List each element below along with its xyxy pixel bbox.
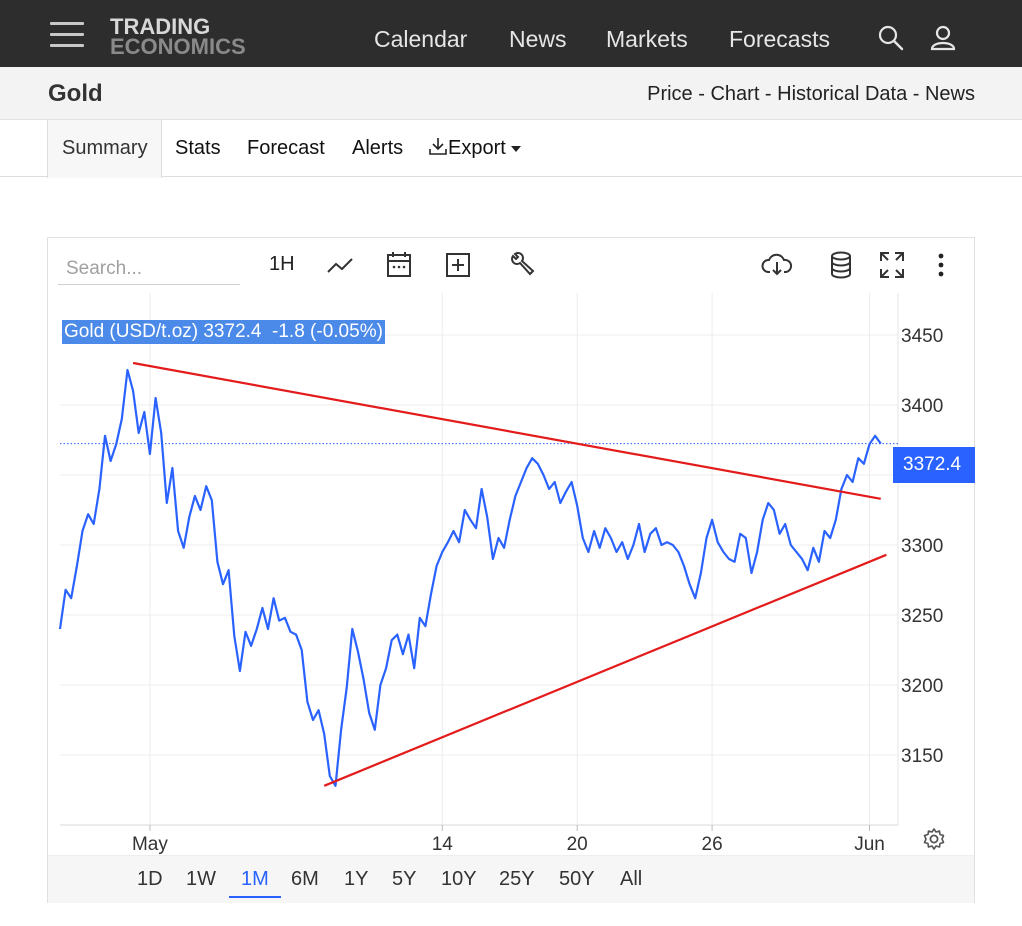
range-1y[interactable]: 1Y — [344, 868, 369, 890]
y-tick-label: 3150 — [901, 746, 943, 767]
cloud-download-icon[interactable] — [761, 250, 793, 280]
range-selector: 1D 1W 1M 6M 1Y 5Y 10Y 25Y 50Y All — [48, 855, 974, 903]
y-tick-label: 3450 — [901, 326, 943, 347]
range-1d[interactable]: 1D — [137, 868, 163, 890]
range-5y[interactable]: 5Y — [392, 868, 417, 890]
add-icon[interactable] — [445, 250, 471, 280]
top-navigation-bar: TRADING ECONOMICS Calendar News Markets … — [0, 0, 1022, 67]
lower-trend-line — [323, 553, 887, 787]
download-icon — [429, 138, 447, 155]
range-6m[interactable]: 6M — [291, 868, 319, 890]
subheader-links: Price - Chart - Historical Data - News — [647, 83, 975, 105]
chart-legend-label: Gold (USD/t.oz) 3372.4 -1.8 (-0.05%) — [62, 320, 385, 344]
tab-stats[interactable]: Stats — [175, 137, 221, 159]
price-series-line — [58, 368, 882, 787]
caret-down-icon — [510, 146, 521, 152]
tab-alerts[interactable]: Alerts — [352, 137, 404, 159]
x-tick-label: 26 — [702, 834, 723, 855]
line-chart-icon[interactable] — [326, 250, 354, 280]
more-icon[interactable] — [934, 250, 948, 280]
upper-trend-line — [132, 361, 881, 500]
y-tick-label: 3300 — [901, 536, 943, 557]
tab-summary[interactable]: Summary — [47, 120, 162, 178]
page-subheader: Gold Price - Chart - Historical Data - N… — [0, 67, 1022, 120]
range-1w[interactable]: 1W — [186, 868, 216, 890]
x-tick-label: May — [132, 834, 168, 855]
range-all[interactable]: All — [620, 868, 643, 890]
tab-export[interactable]: Export — [428, 120, 523, 177]
nav-calendar[interactable]: Calendar — [374, 26, 468, 52]
database-icon[interactable] — [830, 250, 852, 280]
site-logo[interactable]: TRADING ECONOMICS — [110, 14, 246, 59]
range-1m[interactable]: 1M — [229, 866, 281, 898]
range-50y[interactable]: 50Y — [559, 868, 595, 890]
y-tick-label: 3200 — [901, 676, 943, 697]
range-25y[interactable]: 25Y — [499, 868, 535, 890]
x-tick-label: 20 — [567, 834, 588, 855]
page-title: Gold — [48, 80, 103, 107]
fullscreen-icon[interactable] — [878, 250, 906, 280]
nav-markets[interactable]: Markets — [606, 26, 688, 52]
user-icon[interactable] — [929, 24, 957, 52]
link-news[interactable]: News — [924, 83, 975, 105]
link-historical-data[interactable]: Historical Data — [777, 83, 908, 105]
interval-selector[interactable]: 1H — [269, 253, 295, 275]
last-price-marker: 3372.4 — [893, 447, 975, 483]
link-price[interactable]: Price — [647, 83, 693, 105]
range-10y[interactable]: 10Y — [441, 868, 477, 890]
calendar-icon[interactable] — [386, 250, 412, 280]
hamburger-icon[interactable] — [50, 22, 84, 48]
chart-search-input[interactable] — [58, 254, 240, 285]
y-tick-label: 3250 — [901, 606, 943, 627]
tabs-bar: Summary Stats Forecast Alerts Export — [0, 120, 1022, 178]
nav-forecasts[interactable]: Forecasts — [729, 26, 830, 52]
search-icon[interactable] — [877, 24, 905, 52]
x-tick-label: Jun — [854, 834, 885, 855]
nav-news[interactable]: News — [509, 26, 567, 52]
chart-widget: 1H 3150320032503300335034003450May142026… — [47, 237, 975, 903]
wrench-icon[interactable] — [509, 250, 535, 280]
tab-forecast[interactable]: Forecast — [247, 137, 325, 159]
settings-icon[interactable] — [922, 827, 946, 851]
link-chart[interactable]: Chart — [710, 83, 760, 105]
x-tick-label: 14 — [432, 834, 454, 855]
y-tick-label: 3400 — [901, 396, 943, 417]
